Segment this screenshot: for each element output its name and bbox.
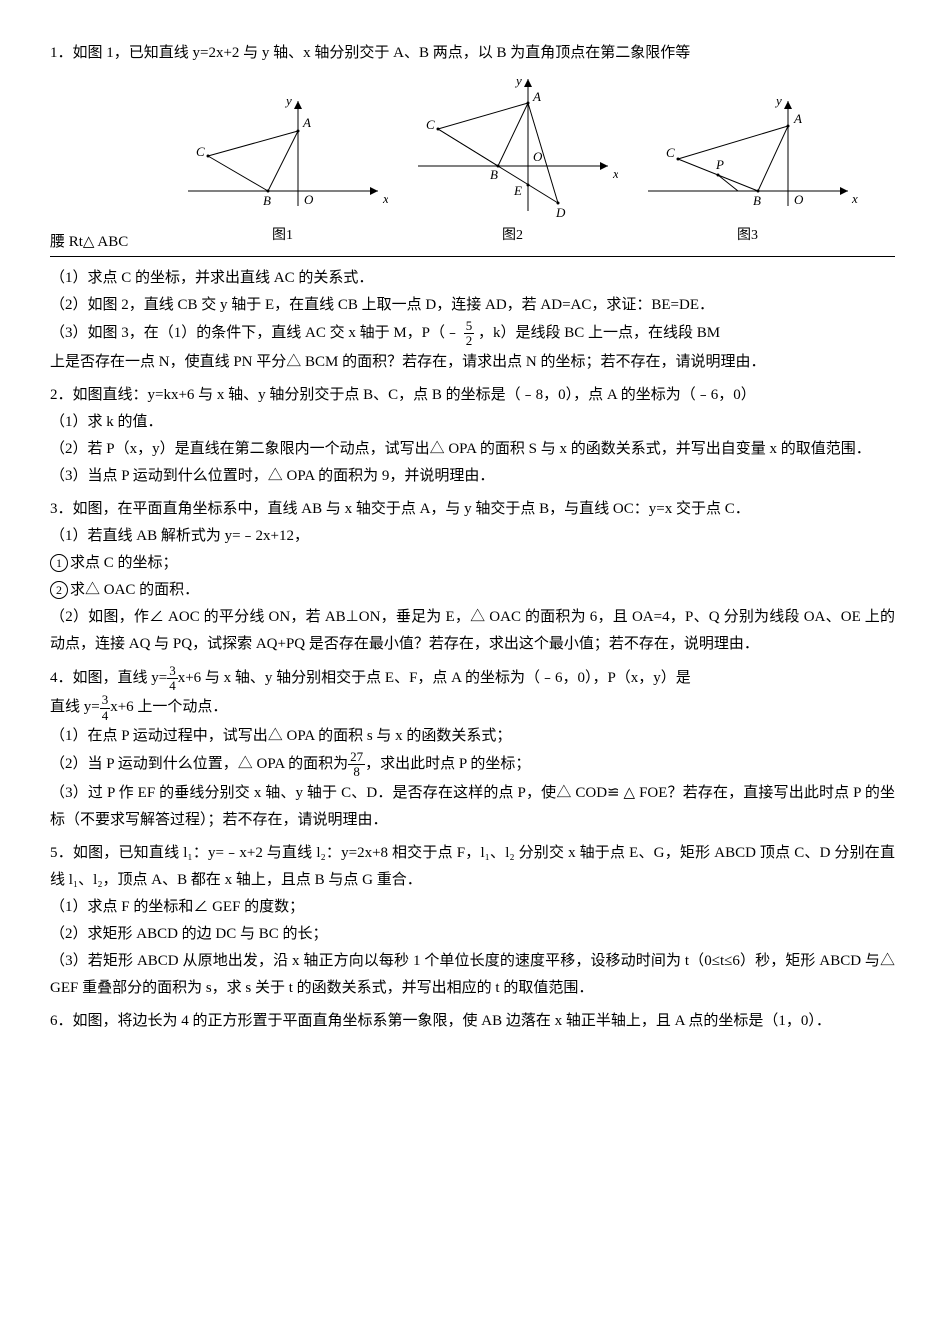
svg-text:B: B [753, 193, 761, 208]
svg-text:y: y [774, 93, 782, 108]
p2-intro: 2．如图直线：y=kx+6 与 x 轴、y 轴分别交于点 B、C，点 B 的坐标… [50, 382, 895, 409]
svg-text:x: x [851, 191, 858, 206]
p5-q3: （3）若矩形 ABCD 从原地出发，沿 x 轴正方向以每秒 1 个单位长度的速度… [50, 948, 895, 1002]
frac-5-2-den: 2 [464, 334, 475, 348]
frac-27-8: 278 [348, 750, 365, 780]
svg-text:x: x [612, 166, 618, 181]
p1-q3: （3）如图 3，在（1）的条件下，直线 AC 交 x 轴于 M，P（﹣ 5 2 … [50, 319, 895, 349]
fig3-caption: 图3 [737, 223, 758, 248]
p3-c2-text: 求△ OAC 的面积． [70, 582, 199, 598]
svg-text:D: D [555, 205, 566, 220]
p4-q2a: （2）当 P 运动到什么位置，△ OPA 的面积为 [50, 756, 348, 772]
frac-3-4-a-num: 3 [167, 664, 178, 679]
p1-q1: （1）求点 C 的坐标，并求出直线 AC 的关系式． [50, 265, 895, 292]
svg-text:P: P [715, 157, 724, 172]
svg-text:y: y [284, 93, 292, 108]
svg-text:O: O [794, 192, 804, 207]
p3-c2: 2求△ OAC 的面积． [50, 577, 895, 604]
p5-intro: 5．如图，已知直线 l₁：y=﹣x+2 与直线 l₂：y=2x+8 相交于点 F… [50, 840, 895, 894]
svg-text:A: A [532, 89, 541, 104]
frac-27-8-num: 27 [348, 750, 365, 765]
frac-3-4-a-den: 4 [167, 679, 178, 693]
frac-3-4-a: 34 [167, 664, 178, 694]
svg-text:E: E [513, 183, 522, 198]
p1-q3c: 上是否存在一点 N，使直线 PN 平分△ BCM 的面积？若存在，请求出点 N … [50, 349, 895, 376]
p4-q3: （3）过 P 作 EF 的垂线分别交 x 轴、y 轴于 C、D．是否存在这样的点… [50, 780, 895, 834]
problem-2: 2．如图直线：y=kx+6 与 x 轴、y 轴分别交于点 B、C，点 B 的坐标… [50, 382, 895, 490]
p3-q2: （2）如图，作∠ AOC 的平分线 ON，若 AB⊥ON，垂足为 E，△ OAC… [50, 604, 895, 658]
problem-1: 1．如图 1，已知直线 y=2x+2 与 y 轴、x 轴分别交于 A、B 两点，… [50, 40, 895, 376]
figure-1: x y O B A C 图1 [178, 91, 388, 252]
p6-intro: 6．如图，将边长为 4 的正方形置于平面直角坐标系第一象限，使 AB 边落在 x… [50, 1008, 895, 1035]
problem-4: 4．如图，直线 y=34x+6 与 x 轴、y 轴分别相交于点 E、F，点 A … [50, 664, 895, 834]
p4-introA: 4．如图，直线 y= [50, 670, 167, 686]
figure-3: x y O B A C P 图3 [638, 91, 858, 252]
svg-text:C: C [196, 144, 205, 159]
p1-intro: 1．如图 1，已知直线 y=2x+2 与 y 轴、x 轴分别交于 A、B 两点，… [50, 40, 895, 67]
figure-3-svg: x y O B A C P [638, 91, 858, 221]
p5-q2: （2）求矩形 ABCD 的边 DC 与 BC 的长； [50, 921, 895, 948]
p1-prefix: 腰 Rt△ ABC [50, 229, 140, 256]
problem-5: 5．如图，已知直线 l₁：y=﹣x+2 与直线 l₂：y=2x+8 相交于点 F… [50, 840, 895, 1002]
problem-6: 6．如图，将边长为 4 的正方形置于平面直角坐标系第一象限，使 AB 边落在 x… [50, 1008, 895, 1035]
p4-intro: 4．如图，直线 y=34x+6 与 x 轴、y 轴分别相交于点 E、F，点 A … [50, 664, 895, 694]
svg-text:A: A [302, 115, 311, 130]
svg-text:y: y [514, 73, 522, 88]
p5-q1: （1）求点 F 的坐标和∠ GEF 的度数； [50, 894, 895, 921]
figure-1-svg: x y O B A C [178, 91, 388, 221]
p4-line2a: 直线 y= [50, 700, 100, 716]
p4-line2b: x+6 上一个动点． [110, 700, 227, 716]
frac-27-8-den: 8 [348, 765, 365, 779]
p1-q3a: （3）如图 3，在（1）的条件下，直线 AC 交 x 轴于 M，P（﹣ [50, 325, 460, 341]
fig1-caption: 图1 [272, 223, 293, 248]
p3-q1: （1）若直线 AB 解析式为 y=﹣2x+12， [50, 523, 895, 550]
p4-line2: 直线 y=34x+6 上一个动点． [50, 693, 895, 723]
figure-2-svg: x y O B A C E D [408, 71, 618, 221]
frac-3-4-b: 34 [100, 693, 111, 723]
svg-text:O: O [533, 149, 543, 164]
problem-3: 3．如图，在平面直角坐标系中，直线 AB 与 x 轴交于点 A，与 y 轴交于点… [50, 496, 895, 658]
p2-q1: （1）求 k 的值． [50, 409, 895, 436]
frac-3-4-b-num: 3 [100, 693, 111, 708]
svg-text:B: B [263, 193, 271, 208]
svg-text:x: x [382, 191, 388, 206]
frac-5-2-num: 5 [464, 319, 475, 334]
svg-text:A: A [793, 111, 802, 126]
circled-2: 2 [50, 581, 68, 599]
p1-q2: （2）如图 2，直线 CB 交 y 轴于 E，在直线 CB 上取一点 D，连接 … [50, 292, 895, 319]
p2-q2: （2）若 P（x，y）是直线在第二象限内一个动点，试写出△ OPA 的面积 S … [50, 436, 895, 463]
frac-5-2: 5 2 [464, 319, 475, 349]
p4-q1: （1）在点 P 运动过程中，试写出△ OPA 的面积 s 与 x 的函数关系式； [50, 723, 895, 750]
p3-c1-text: 求点 C 的坐标； [70, 555, 178, 571]
figure-2: x y O B A C E D [408, 71, 618, 252]
circled-1: 1 [50, 554, 68, 572]
svg-text:B: B [490, 167, 498, 182]
p4-q2: （2）当 P 运动到什么位置，△ OPA 的面积为278，求出此时点 P 的坐标… [50, 750, 895, 780]
svg-text:C: C [426, 117, 435, 132]
p2-q3: （3）当点 P 运动到什么位置时，△ OPA 的面积为 9，并说明理由． [50, 463, 895, 490]
frac-3-4-b-den: 4 [100, 709, 111, 723]
p3-intro: 3．如图，在平面直角坐标系中，直线 AB 与 x 轴交于点 A，与 y 轴交于点… [50, 496, 895, 523]
svg-text:C: C [666, 145, 675, 160]
p1-q3b: ，k）是线段 BC 上一点，在线段 BM [478, 325, 720, 341]
fig2-caption: 图2 [502, 223, 523, 248]
svg-text:O: O [304, 192, 314, 207]
p3-c1: 1求点 C 的坐标； [50, 550, 895, 577]
p4-introB: x+6 与 x 轴、y 轴分别相交于点 E、F，点 A 的坐标为（﹣6，0），P… [178, 670, 691, 686]
p1-figure-row: 腰 Rt△ ABC x y O B A [50, 67, 895, 256]
p4-q2b: ，求出此时点 P 的坐标； [365, 756, 530, 772]
